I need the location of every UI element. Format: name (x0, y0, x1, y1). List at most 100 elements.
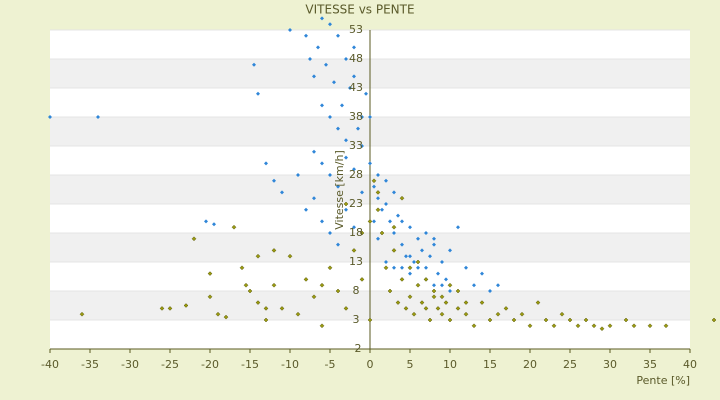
point (207, 271, 213, 276)
point (167, 306, 173, 311)
y-tick-label: 48 (349, 52, 363, 65)
point (320, 161, 324, 166)
x-tick-label: -25 (161, 358, 179, 371)
y-tick-label: 38 (349, 110, 363, 123)
x-tick-label: 0 (367, 358, 374, 371)
point (379, 230, 385, 236)
point (599, 326, 605, 332)
point (408, 271, 412, 276)
point (408, 254, 412, 259)
point (395, 300, 401, 305)
point (412, 260, 416, 264)
x-tick-label: 25 (563, 358, 577, 371)
x-tick-label: -40 (41, 358, 59, 371)
point (320, 103, 324, 108)
y-tick-label: 43 (349, 81, 363, 94)
plot (48, 16, 717, 353)
point (423, 306, 429, 311)
point (344, 155, 348, 160)
x-axis-title: Pente [%] (636, 374, 690, 387)
point (204, 219, 208, 224)
point (376, 236, 380, 241)
point (368, 161, 372, 166)
point (487, 317, 493, 323)
point (356, 126, 360, 131)
point (332, 80, 336, 85)
point (575, 323, 581, 329)
point (408, 225, 412, 230)
x-tick-label: 40 (683, 358, 697, 371)
point (364, 91, 368, 96)
point (359, 230, 365, 236)
point (380, 207, 384, 212)
point (272, 178, 276, 183)
point (711, 317, 717, 323)
x-tick-label: 10 (443, 358, 457, 371)
point (583, 317, 589, 323)
point (407, 294, 413, 300)
x-tick-label: 30 (603, 358, 617, 371)
point (427, 317, 433, 323)
point (479, 300, 485, 305)
point (455, 288, 461, 294)
point (320, 16, 324, 21)
point (352, 45, 356, 50)
point (243, 282, 249, 288)
point (623, 317, 629, 323)
point (352, 225, 356, 230)
point (428, 254, 432, 259)
point (255, 253, 261, 259)
point (448, 289, 452, 293)
point (375, 190, 381, 195)
point (415, 282, 421, 288)
chart-title: VITESSE vs PENTE (305, 3, 414, 17)
point (191, 236, 197, 242)
point (336, 126, 340, 131)
point (312, 74, 316, 79)
point (288, 28, 292, 32)
point (159, 306, 165, 311)
point (328, 173, 332, 177)
point (439, 311, 445, 317)
point (312, 196, 316, 201)
point (432, 283, 436, 288)
point (247, 288, 253, 294)
point (431, 294, 437, 300)
point (388, 219, 392, 224)
point (392, 265, 396, 270)
point (439, 294, 445, 300)
point (360, 115, 364, 119)
y-tick-label: 23 (349, 197, 363, 210)
point (328, 22, 332, 27)
point (431, 288, 437, 294)
point (352, 167, 356, 172)
point (375, 207, 381, 213)
point (567, 317, 573, 323)
point (376, 173, 380, 177)
point (396, 213, 400, 218)
point (295, 311, 301, 317)
point (344, 138, 348, 143)
point (435, 306, 441, 311)
point (416, 265, 420, 270)
y-tick-label: 13 (349, 255, 363, 268)
point (464, 265, 468, 270)
point (352, 74, 356, 79)
point (440, 260, 444, 264)
point (271, 282, 277, 288)
x-tick-label: 35 (643, 358, 657, 371)
point (344, 207, 348, 212)
point (48, 115, 52, 119)
point (183, 303, 189, 308)
point (308, 57, 312, 61)
point (348, 86, 352, 90)
point (328, 115, 332, 119)
point (319, 282, 325, 288)
point (419, 300, 425, 305)
point (447, 282, 453, 288)
point (372, 219, 376, 224)
point (404, 254, 408, 259)
point (480, 271, 484, 276)
point (391, 224, 397, 230)
point (631, 323, 637, 329)
